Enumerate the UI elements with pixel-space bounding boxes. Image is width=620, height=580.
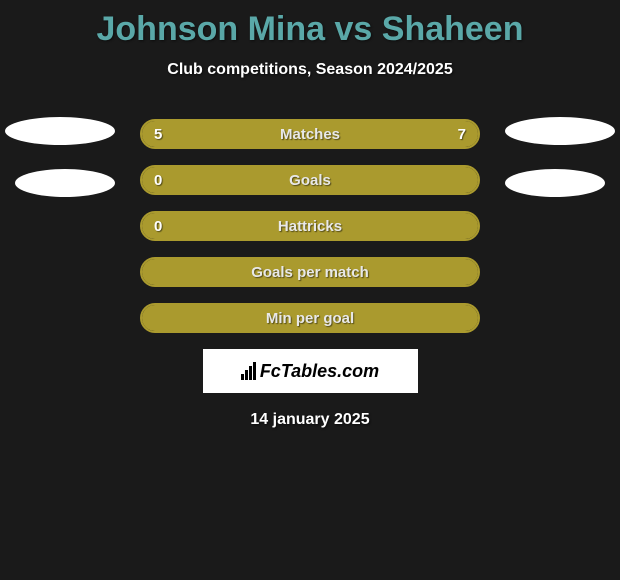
comparison-title: Johnson Mina vs Shaheen [0, 0, 620, 49]
player-left-badge [15, 169, 115, 197]
stat-label: Min per goal [266, 310, 354, 327]
player-left-avatar [5, 117, 115, 145]
stat-value-left: 0 [154, 218, 162, 235]
stat-row: 0 Goals [140, 165, 480, 195]
stat-row: 5 Matches 7 [140, 119, 480, 149]
stat-row: 0 Hattricks [140, 211, 480, 241]
brand-logo: FcTables.com [241, 361, 379, 382]
chart-icon [241, 362, 256, 380]
player-right-avatar [505, 117, 615, 145]
season-subtitle: Club competitions, Season 2024/2025 [0, 61, 620, 79]
stat-value-left: 5 [154, 126, 162, 143]
stat-label: Goals per match [251, 264, 369, 281]
stat-value-right: 7 [458, 126, 466, 143]
brand-logo-box: FcTables.com [203, 349, 418, 393]
stat-rows: 5 Matches 7 0 Goals 0 Hattricks Goals per match… [0, 119, 620, 333]
stat-label: Hattricks [278, 218, 342, 235]
snapshot-date: 14 january 2025 [0, 411, 620, 429]
player-right-badge [505, 169, 605, 197]
stat-value-left: 0 [154, 172, 162, 189]
stat-label: Goals [289, 172, 331, 189]
stat-label: Matches [280, 126, 340, 143]
stats-container: 5 Matches 7 0 Goals 0 Hattricks Goals per match… [0, 119, 620, 333]
stat-row: Min per goal [140, 303, 480, 333]
brand-logo-text: FcTables.com [260, 361, 379, 382]
stat-row: Goals per match [140, 257, 480, 287]
